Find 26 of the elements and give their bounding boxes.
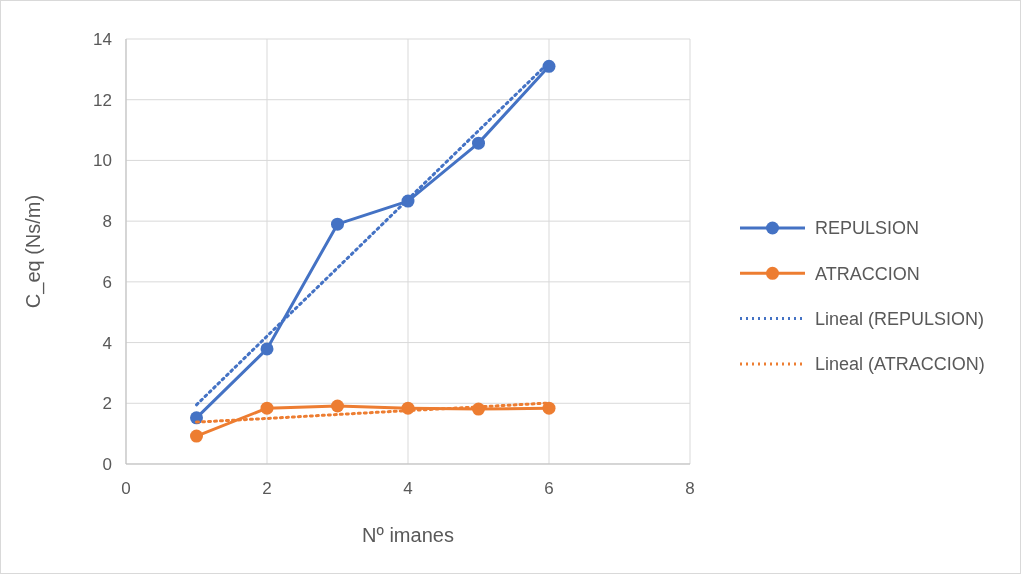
point	[190, 429, 203, 443]
y-tick-label: 6	[102, 272, 112, 292]
y-tick-label: 2	[102, 394, 112, 414]
point	[542, 401, 556, 415]
legend-label: REPULSION	[815, 218, 920, 239]
y-axis-title: C_eq (Ns/m)	[22, 194, 45, 309]
point	[472, 136, 485, 150]
point	[260, 401, 274, 415]
x-tick-label: 8	[685, 479, 695, 498]
legend-label: Lineal (REPULSION)	[815, 308, 985, 329]
legend-label: Lineal (ATRACCION)	[815, 354, 985, 375]
point	[331, 217, 344, 231]
x-tick-label: 2	[262, 479, 272, 498]
y-tick-label: 14	[93, 29, 112, 49]
y-tick-label: 12	[93, 90, 112, 110]
point	[260, 342, 274, 356]
point	[331, 399, 344, 413]
x-axis-title: Nº imanes	[362, 524, 454, 546]
x-tick-label: 6	[544, 479, 554, 498]
y-tick-label: 0	[102, 454, 112, 474]
y-tick-label: 8	[102, 212, 112, 232]
x-tick-label: 0	[121, 479, 131, 498]
y-tick-label: 10	[93, 151, 112, 171]
x-tick-label: 4	[403, 479, 413, 498]
legend-label: ATRACCION	[815, 263, 920, 284]
y-tick-label: 4	[102, 333, 112, 353]
